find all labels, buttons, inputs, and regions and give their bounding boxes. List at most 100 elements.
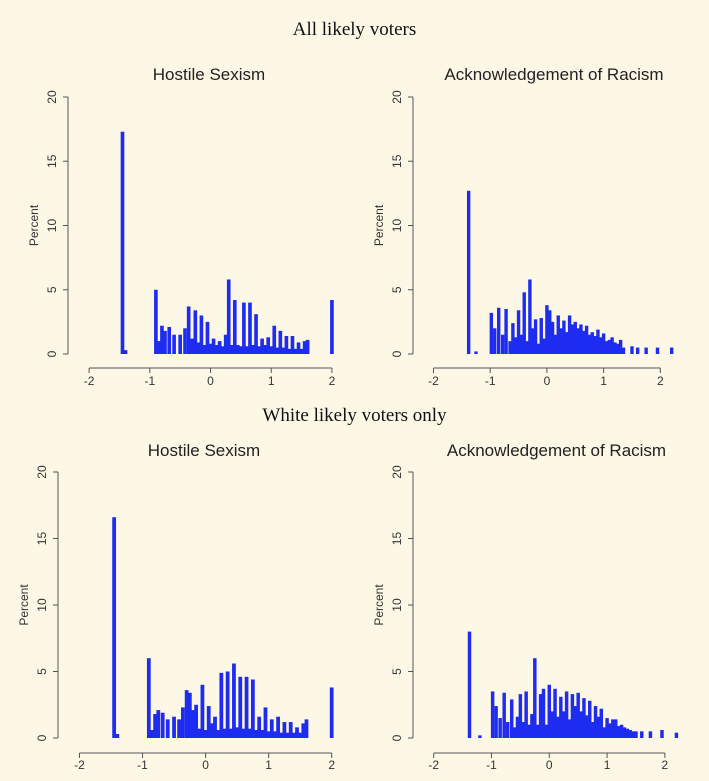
histogram-bar	[518, 694, 523, 738]
histogram-bar	[489, 312, 494, 354]
histogram-bar	[211, 338, 216, 354]
y-tick-label: 10	[390, 598, 404, 612]
y-tick-label: 0	[35, 734, 49, 741]
histogram-bar	[216, 730, 221, 738]
histogram-bar	[538, 694, 543, 738]
histogram-bar	[561, 711, 566, 738]
histogram-bar	[209, 723, 214, 738]
histogram-bar	[123, 350, 128, 354]
histogram-bar	[669, 347, 674, 354]
chart-white-hostile-sexism: Hostile Sexism 0 5 10 15 20 Percent -2 -1 0 1 2	[17, 441, 335, 772]
histogram-bar	[184, 690, 189, 738]
x-tick-label: -1	[486, 758, 497, 772]
histogram-bar	[547, 684, 552, 738]
histogram-bar	[504, 309, 508, 354]
y-tick-label: 20	[35, 465, 49, 479]
histogram-bar	[562, 320, 566, 354]
histogram-bar	[674, 732, 679, 738]
x-tick-label: -1	[137, 758, 148, 772]
histogram-bar	[466, 190, 471, 354]
histogram-bar	[276, 716, 280, 738]
histogram-bar	[165, 719, 170, 738]
histogram-bar	[541, 688, 546, 738]
histogram-bar	[502, 692, 506, 738]
histogram-bar	[619, 724, 624, 738]
histogram-bar	[203, 730, 208, 738]
histogram-bar	[214, 345, 219, 354]
x-tick-label: 2	[328, 758, 335, 772]
histogram-bar	[244, 676, 249, 738]
histogram-bar	[590, 722, 595, 738]
histogram-bar	[536, 343, 541, 354]
histogram-bar	[298, 732, 303, 738]
x-tick-label: 1	[600, 374, 607, 388]
histogram-bar	[559, 696, 563, 738]
histogram-bar	[559, 328, 563, 354]
histogram-bar	[247, 728, 252, 738]
histogram-bar	[648, 731, 653, 738]
histogram-bar	[239, 346, 243, 354]
histogram-bar	[163, 330, 167, 354]
histogram-bar	[605, 718, 609, 738]
histogram-bar	[490, 691, 495, 738]
histogram-bar	[519, 334, 524, 354]
histogram-bar	[229, 345, 234, 354]
histogram-bar	[202, 345, 207, 354]
histogram-bar	[245, 346, 249, 354]
chart-all-acknowledgement-racism: Acknowledgement of Racism05101520Percent…	[372, 65, 674, 388]
histogram-bar	[556, 716, 560, 738]
y-tick-label: 10	[45, 219, 59, 233]
y-tick-label: 15	[45, 154, 59, 168]
x-tick-label: -2	[84, 374, 95, 388]
histogram-bar	[172, 334, 176, 354]
histogram-bar	[474, 351, 478, 354]
histogram-bar	[235, 727, 239, 738]
histogram-bar	[260, 730, 265, 738]
y-axis-label: Percent	[372, 584, 386, 626]
y-tick-label: 20	[390, 465, 404, 479]
histogram-bar	[288, 722, 293, 738]
histogram-bar	[269, 346, 274, 354]
histogram-bar	[284, 336, 289, 354]
histogram-bar	[299, 348, 304, 354]
x-tick-label: -2	[428, 374, 439, 388]
histogram-bar	[225, 671, 230, 738]
y-tick-label: 0	[390, 734, 404, 741]
histogram-bar	[156, 710, 161, 738]
histogram-bar	[567, 719, 572, 738]
histogram-bar	[329, 687, 334, 738]
x-tick-label: 0	[544, 374, 551, 388]
histogram-bar	[193, 310, 198, 354]
histogram-bar	[573, 321, 577, 354]
histogram-bar	[150, 730, 154, 738]
histogram-bar	[542, 338, 546, 354]
histogram-bar	[613, 342, 617, 354]
histogram-bar	[266, 337, 271, 354]
histogram-bar	[242, 302, 246, 354]
x-tick-label: -1	[485, 374, 496, 388]
histogram-bar	[616, 726, 621, 738]
histogram-bar	[254, 314, 258, 354]
histogram-bar	[266, 731, 271, 738]
y-tick-label: 5	[390, 668, 404, 675]
histogram-bar	[177, 719, 181, 738]
histogram-bar	[556, 315, 560, 354]
histogram-bar	[593, 706, 598, 738]
histogram-bar	[573, 706, 578, 738]
histogram-bar	[539, 318, 543, 354]
y-tick-label: 10	[390, 219, 404, 233]
histogram-bar	[587, 334, 592, 354]
x-tick-label: 1	[604, 758, 611, 772]
y-tick-label: 15	[390, 154, 404, 168]
histogram-bar	[533, 658, 537, 738]
y-tick-label: 0	[45, 350, 59, 357]
histogram-bar	[553, 688, 557, 738]
histogram-bar	[178, 334, 182, 354]
histogram-bar	[160, 325, 164, 354]
histogram-bar	[228, 728, 233, 738]
histogram-bar	[550, 321, 555, 354]
x-tick-label: 2	[329, 374, 336, 388]
histogram-bar	[281, 347, 286, 354]
histogram-bar	[263, 345, 267, 354]
histogram-bar	[525, 341, 529, 354]
